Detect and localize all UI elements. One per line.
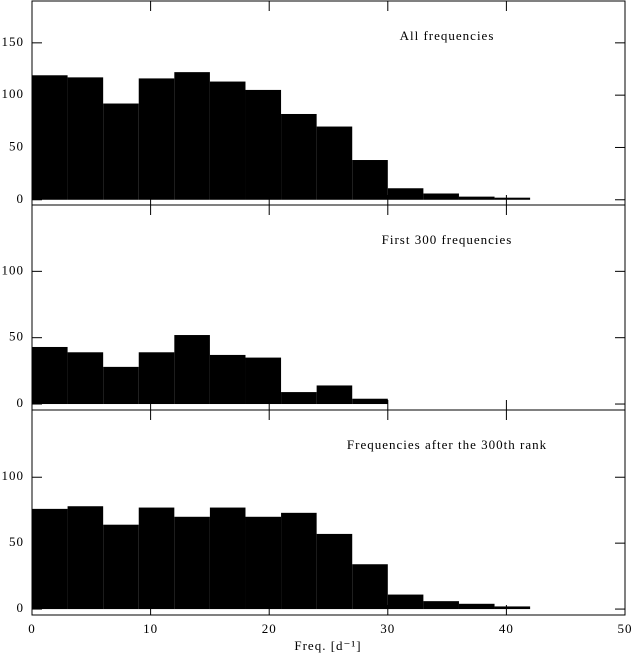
y-tick-label: 100 bbox=[2, 262, 25, 277]
bar bbox=[67, 506, 104, 610]
y-tick-label: 100 bbox=[2, 86, 25, 101]
bar bbox=[32, 75, 68, 200]
bar bbox=[209, 507, 246, 610]
y-tick-label: 0 bbox=[17, 395, 25, 410]
bar bbox=[352, 160, 388, 200]
bar bbox=[281, 512, 317, 610]
bar bbox=[494, 606, 531, 610]
bar bbox=[316, 385, 353, 405]
x-tick-label: 0 bbox=[28, 621, 36, 636]
bar bbox=[423, 601, 459, 610]
bar bbox=[138, 507, 175, 610]
bar bbox=[103, 366, 139, 405]
bar bbox=[387, 188, 424, 200]
bar bbox=[103, 524, 139, 610]
bar bbox=[138, 78, 175, 200]
bar bbox=[245, 516, 282, 610]
bar bbox=[316, 126, 353, 200]
y-tick-label: 100 bbox=[2, 468, 25, 483]
y-tick-label: 0 bbox=[17, 600, 25, 615]
panel-title: Frequencies after the 300th rank bbox=[347, 437, 547, 452]
y-tick-label: 50 bbox=[9, 138, 24, 153]
x-tick-label: 20 bbox=[262, 621, 277, 636]
bar bbox=[138, 352, 175, 405]
bar bbox=[352, 398, 388, 405]
bar bbox=[103, 103, 139, 200]
panel-title: First 300 frequencies bbox=[382, 232, 513, 247]
bar bbox=[245, 89, 282, 200]
bar bbox=[458, 196, 495, 200]
bar bbox=[281, 113, 317, 200]
x-axis-label: Freq. [d⁻¹] bbox=[294, 638, 361, 653]
y-tick-label: 150 bbox=[2, 34, 25, 49]
y-tick-label: 50 bbox=[9, 534, 24, 549]
axes-frame bbox=[31, 409, 626, 616]
bar bbox=[67, 352, 104, 405]
bar bbox=[423, 193, 459, 200]
y-tick-label: 0 bbox=[17, 191, 25, 206]
bar bbox=[174, 72, 210, 200]
x-tick-label: 30 bbox=[380, 621, 395, 636]
bar bbox=[174, 516, 210, 610]
x-tick-label: 10 bbox=[143, 621, 158, 636]
bar bbox=[316, 533, 353, 610]
y-tick-label: 50 bbox=[9, 329, 24, 344]
x-tick-label: 40 bbox=[499, 621, 514, 636]
bar bbox=[494, 197, 531, 200]
x-tick-label: 50 bbox=[618, 621, 633, 636]
bar bbox=[281, 392, 317, 405]
bar bbox=[32, 508, 68, 610]
bar bbox=[209, 81, 246, 200]
bar bbox=[458, 603, 495, 610]
bar bbox=[67, 77, 104, 200]
bar bbox=[174, 335, 210, 405]
bar bbox=[209, 354, 246, 405]
panel-title: All frequencies bbox=[400, 28, 495, 43]
bar bbox=[352, 564, 388, 610]
bar bbox=[32, 346, 68, 405]
bar bbox=[387, 594, 424, 610]
bar bbox=[245, 357, 282, 405]
